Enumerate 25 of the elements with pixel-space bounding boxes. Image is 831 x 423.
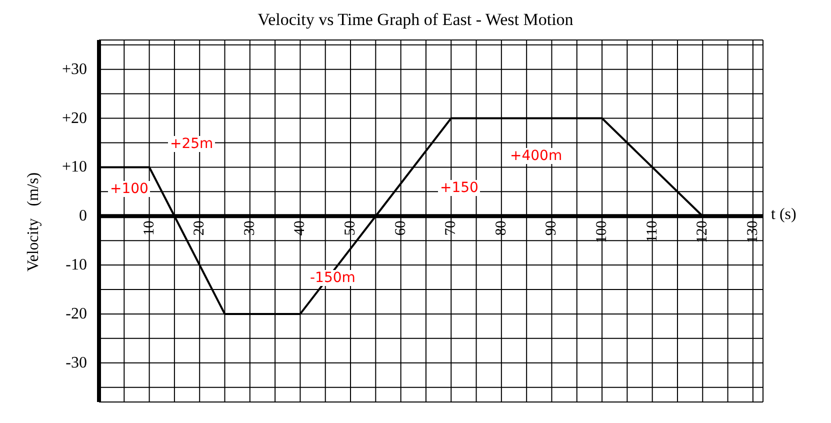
- x-tick-label: 70: [443, 220, 460, 236]
- y-tick-label: -30: [66, 354, 87, 372]
- y-tick-label: -20: [66, 305, 87, 322]
- y-tick-label: +30: [62, 60, 87, 78]
- annotation: +150: [438, 180, 480, 196]
- x-tick-label: 50: [342, 220, 359, 236]
- y-tick-label: -10: [66, 256, 87, 274]
- x-axis-title: t (s): [771, 206, 796, 224]
- x-tick-label: 40: [292, 220, 308, 236]
- x-tick-label: 130: [744, 220, 761, 244]
- y-tick-label: +10: [62, 158, 87, 176]
- x-tick-label: 120: [694, 220, 711, 244]
- x-tick-label: 10: [141, 220, 158, 236]
- y-axis-title: Velocity (m/s): [25, 172, 43, 272]
- x-tick-label: 30: [242, 220, 258, 236]
- x-tick-label: 20: [192, 220, 208, 236]
- annotation: +400m: [508, 148, 564, 164]
- annotation: +25m: [168, 136, 216, 152]
- annotation: +100: [108, 181, 150, 197]
- x-tick-label: 80: [493, 220, 510, 236]
- chart-title: Velocity vs Time Graph of East - West Motion: [256, 10, 574, 30]
- y-tick-label: 0: [79, 208, 87, 225]
- annotation: -150m: [308, 270, 358, 286]
- y-tick-label: +20: [62, 110, 87, 127]
- x-tick-label: 90: [544, 220, 560, 236]
